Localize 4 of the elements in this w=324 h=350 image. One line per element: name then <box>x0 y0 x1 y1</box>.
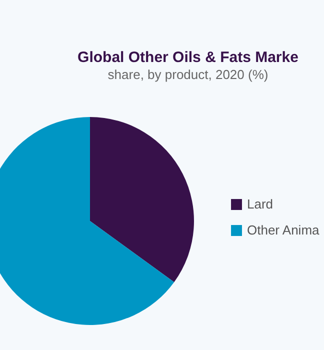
chart-title: Global Other Oils & Fats Marke <box>78 49 298 66</box>
legend-label: Other Anima <box>247 222 320 238</box>
chart-subtitle: share, by product, 2020 (%) <box>108 67 268 82</box>
legend-label: Lard <box>247 196 274 212</box>
